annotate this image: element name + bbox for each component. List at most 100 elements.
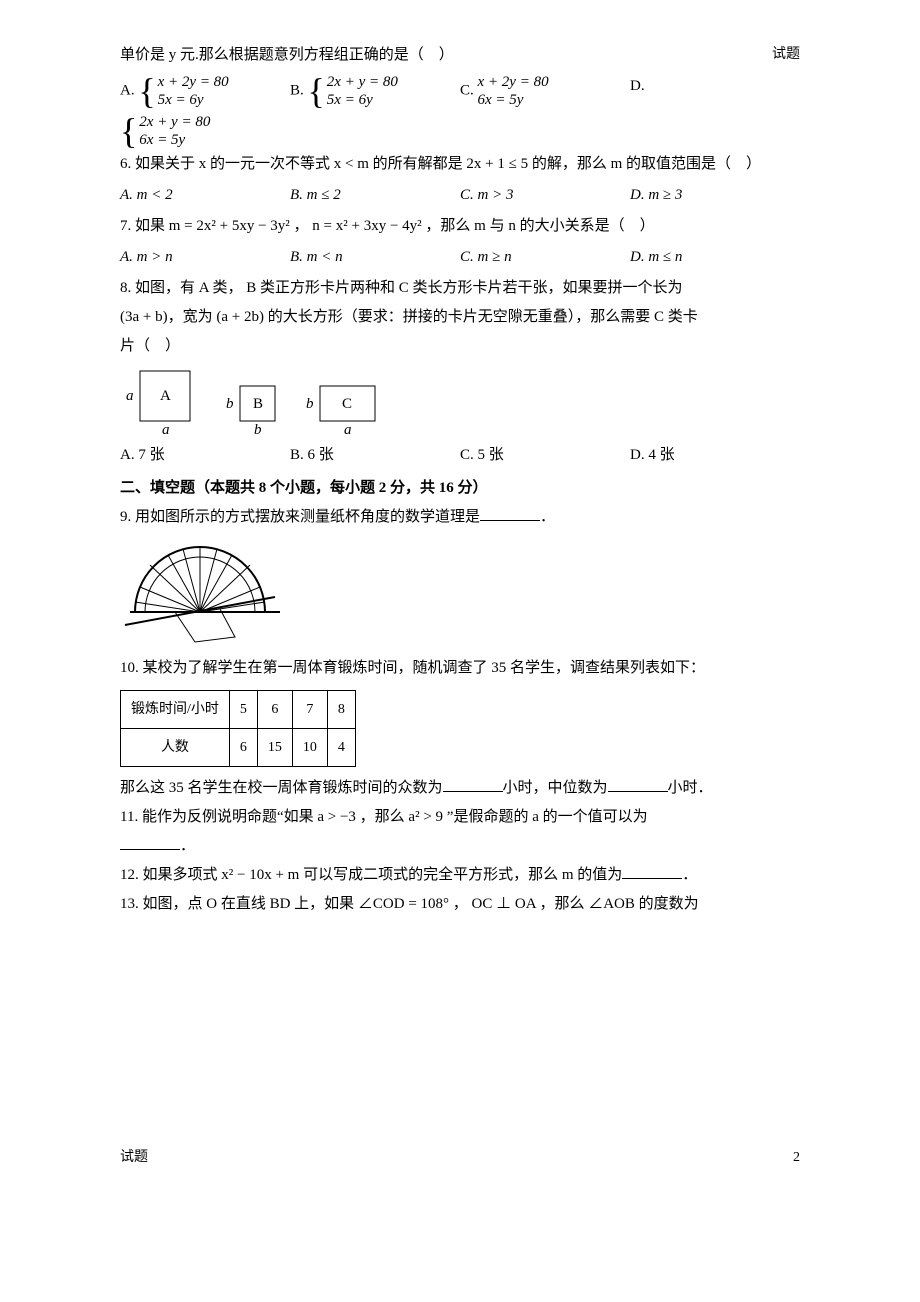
q8-opt-d: D. 4 张 <box>630 442 800 469</box>
eq-line: x + 2y = 80 <box>478 73 549 91</box>
q7-opt-a: A. m > n <box>120 244 290 271</box>
option-prefix: A. <box>120 82 135 98</box>
eq-line: 6x = 5y <box>139 131 210 149</box>
q9-body: 9. 用如图所示的方式摆放来测量纸杯角度的数学道理是 <box>120 509 480 525</box>
q13-body: 13. 如图，点 O 在直线 BD 上，如果 ∠COD = 108° ， OC … <box>120 896 699 912</box>
q5-tail-text: 单价是 y 元.那么根据题意列方程组正确的是（ ） <box>120 47 454 63</box>
eq-line: 5x = 6y <box>158 91 229 109</box>
table-cell: 4 <box>327 729 355 767</box>
card-a-label: A <box>160 388 171 404</box>
protractor-figure <box>120 537 290 647</box>
equation-system: { x + 2y = 80 5x = 6y <box>138 73 228 109</box>
fill-blank <box>622 863 682 879</box>
q11-body: 11. 能作为反例说明命题“如果 a > −3 ，那么 a² > 9 ”是假命题… <box>120 809 648 825</box>
q10-line1: 10. 某校为了解学生在第一周体育锻炼时间，随机调查了 35 名学生，调查结果列… <box>120 655 800 682</box>
card-b-left: b <box>226 396 234 412</box>
section2-title: 二、填空题（本题共 8 个小题，每小题 2 分，共 16 分） <box>120 475 800 502</box>
q10-table: 锻炼时间/小时 5 6 7 8 人数 6 15 10 4 <box>120 690 356 767</box>
card-a-left: a <box>126 388 134 404</box>
q5-opt-a: A. { x + 2y = 80 5x = 6y <box>120 73 290 109</box>
eq-line: x + 2y = 80 <box>158 73 229 91</box>
q7-options: A. m > n B. m < n C. m ≥ n D. m ≤ n <box>120 244 800 271</box>
eq-line: 2x + y = 80 <box>327 73 398 91</box>
q12-text: 12. 如果多项式 x² − 10x + m 可以写成二项式的完全平方形式，那么… <box>120 862 800 889</box>
header-label: 试题 <box>772 42 800 67</box>
period: ． <box>180 838 195 854</box>
table-cell: 6 <box>229 729 257 767</box>
q7-opt-d: D. m ≤ n <box>630 244 800 271</box>
q5-opt-d-body: { 2x + y = 80 6x = 5y <box>120 113 800 149</box>
left-brace-icon: { <box>138 73 155 109</box>
q7-opt-c: C. m ≥ n <box>460 244 630 271</box>
q7-text: 7. 如果 m = 2x² + 5xy − 3y² ， n = x² + 3xy… <box>120 213 800 240</box>
equation-system: { 2x + y = 80 5x = 6y <box>308 73 398 109</box>
table-row: 人数 6 15 10 4 <box>121 729 356 767</box>
table-cell: 6 <box>257 691 292 729</box>
q8-line2: (3a + b)，宽为 (a + 2b) 的大长方形（要求：拼接的卡片无空隙无重… <box>120 304 800 331</box>
q6-options: A. m < 2 B. m ≤ 2 C. m > 3 D. m ≥ 3 <box>120 182 800 209</box>
q8-line3: 片（ ） <box>120 333 800 360</box>
table-cell: 8 <box>327 691 355 729</box>
fill-blank <box>120 834 180 850</box>
option-prefix: B. <box>290 82 304 98</box>
q10-l2c: 小时． <box>668 780 713 796</box>
card-b-label: B <box>253 396 263 412</box>
q12-body: 12. 如果多项式 x² − 10x + m 可以写成二项式的完全平方形式，那么… <box>120 867 622 883</box>
equation-system: { 2x + y = 80 6x = 5y <box>120 113 210 149</box>
q7-opt-b: B. m < n <box>290 244 460 271</box>
eq-line: 2x + y = 80 <box>139 113 210 131</box>
left-brace-icon: { <box>120 113 137 149</box>
q6-text: 6. 如果关于 x 的一元一次不等式 x < m 的所有解都是 2x + 1 ≤… <box>120 151 800 178</box>
q8-options: A. 7 张 B. 6 张 C. 5 张 D. 4 张 <box>120 442 800 469</box>
period: ． <box>682 867 697 883</box>
q6-opt-a: A. m < 2 <box>120 182 290 209</box>
footer-right: 2 <box>793 1145 800 1170</box>
q10-l2b: 小时，中位数为 <box>503 780 608 796</box>
cards-figure: a a A b b B b a C <box>120 366 400 436</box>
card-c-left: b <box>306 396 314 412</box>
eq-line: 6x = 5y <box>478 91 549 109</box>
q8-l2-text: (3a + b)，宽为 (a + 2b) 的大长方形（要求：拼接的卡片无空隙无重… <box>120 309 698 325</box>
q11-text: 11. 能作为反例说明命题“如果 a > −3 ，那么 a² > 9 ”是假命题… <box>120 804 800 831</box>
eq-line: 5x = 6y <box>327 91 398 109</box>
q11-blank-line: ． <box>120 833 800 860</box>
table-cell: 5 <box>229 691 257 729</box>
q5-opt-c: C. x + 2y = 80 6x = 5y <box>460 73 630 109</box>
table-cell: 15 <box>257 729 292 767</box>
row-header: 锻炼时间/小时 <box>121 691 230 729</box>
card-b-bottom: b <box>254 422 262 436</box>
q8-opt-a: A. 7 张 <box>120 442 290 469</box>
q6-opt-b: B. m ≤ 2 <box>290 182 460 209</box>
table-row: 锻炼时间/小时 5 6 7 8 <box>121 691 356 729</box>
card-a-bottom: a <box>162 422 170 436</box>
q6-opt-d: D. m ≥ 3 <box>630 182 800 209</box>
fill-blank <box>608 776 668 792</box>
q5-opt-d-prefix: D. <box>630 73 800 109</box>
left-brace-icon: { <box>308 73 325 109</box>
period: ． <box>540 509 555 525</box>
q10-l2a: 那么这 35 名学生在校一周体育锻炼时间的众数为 <box>120 780 443 796</box>
fill-blank <box>443 776 503 792</box>
q10-line2: 那么这 35 名学生在校一周体育锻炼时间的众数为 小时，中位数为 小时． <box>120 775 800 802</box>
card-c-label: C <box>342 396 352 412</box>
q13-text: 13. 如图，点 O 在直线 BD 上，如果 ∠COD = 108° ， OC … <box>120 891 800 918</box>
q7-body: 7. 如果 m = 2x² + 5xy − 3y² ， n = x² + 3xy… <box>120 218 655 234</box>
q5-tail: 单价是 y 元.那么根据题意列方程组正确的是（ ） <box>120 42 800 69</box>
q5-opt-b: B. { 2x + y = 80 5x = 6y <box>290 73 460 109</box>
fill-blank <box>480 505 540 521</box>
option-prefix: D. <box>630 78 645 94</box>
q6-body: 6. 如果关于 x 的一元一次不等式 x < m 的所有解都是 2x + 1 ≤… <box>120 156 761 172</box>
row-header: 人数 <box>121 729 230 767</box>
q8-line1: 8. 如图，有 A 类， B 类正方形卡片两种和 C 类长方形卡片若干张，如果要… <box>120 275 800 302</box>
option-prefix: C. <box>460 82 474 98</box>
card-c-bottom: a <box>344 422 352 436</box>
q5-options: A. { x + 2y = 80 5x = 6y B. { 2x + y = 8… <box>120 73 800 109</box>
q8-opt-c: C. 5 张 <box>460 442 630 469</box>
q6-opt-c: C. m > 3 <box>460 182 630 209</box>
page: 试题 单价是 y 元.那么根据题意列方程组正确的是（ ） A. { x + 2y… <box>0 0 920 1200</box>
table-cell: 7 <box>292 691 327 729</box>
q8-opt-b: B. 6 张 <box>290 442 460 469</box>
q9-text: 9. 用如图所示的方式摆放来测量纸杯角度的数学道理是 ． <box>120 504 800 531</box>
footer-left: 试题 <box>120 1145 148 1170</box>
table-cell: 10 <box>292 729 327 767</box>
